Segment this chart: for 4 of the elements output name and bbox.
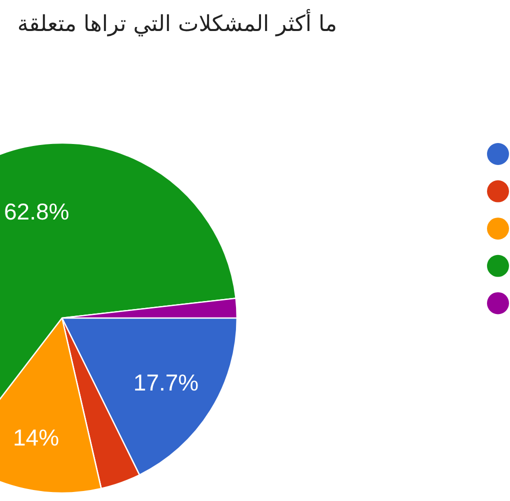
data-label: 62.8% <box>4 198 70 224</box>
data-label: 17.7% <box>133 370 199 396</box>
data-label: 14% <box>13 424 60 451</box>
chart-title: ما أكثر المشكلات التي تراها متعلقة <box>17 9 337 37</box>
